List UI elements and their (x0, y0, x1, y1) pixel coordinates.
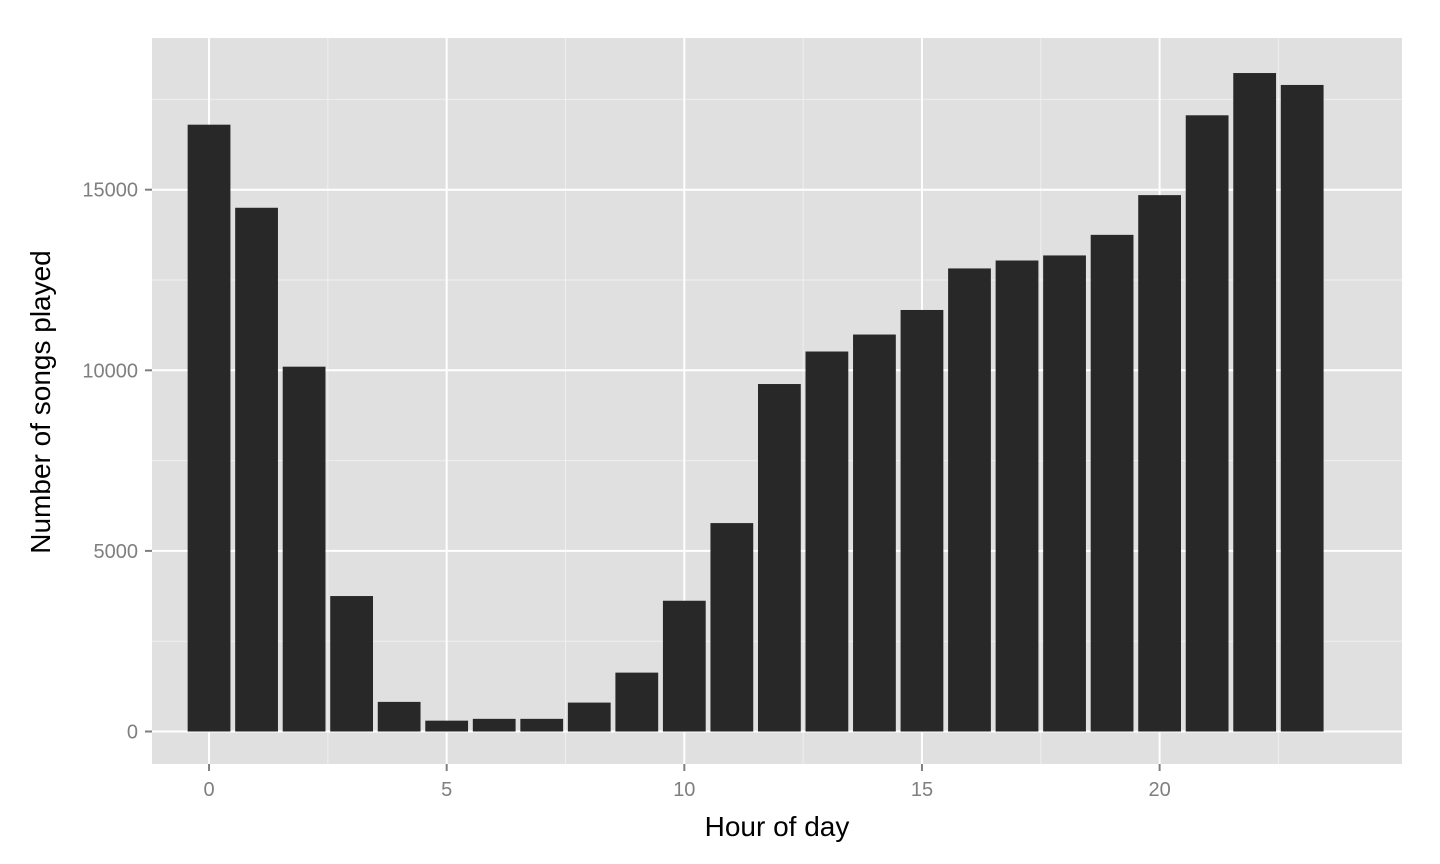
bar-hour-23 (1280, 84, 1324, 732)
bar-hour-16 (948, 268, 991, 732)
bar-hour-22 (1233, 73, 1277, 732)
bar-hour-5 (425, 720, 469, 732)
x-tick-label: 15 (911, 779, 933, 801)
y-tick-label: 5000 (94, 541, 139, 563)
bar-hour-13 (805, 351, 849, 732)
bar-hour-7 (520, 718, 564, 732)
bars (187, 73, 1324, 732)
bar-hour-21 (1185, 115, 1229, 732)
x-tick-label: 0 (203, 779, 214, 801)
bar-hour-14 (853, 334, 896, 732)
bar-hour-9 (615, 672, 659, 732)
bar-hour-12 (757, 384, 801, 732)
y-tick-label: 15000 (82, 180, 138, 202)
bar-hour-19 (1090, 234, 1134, 732)
y-tick-label: 0 (127, 721, 138, 743)
bar-hour-0 (187, 124, 231, 732)
bar-hour-3 (330, 596, 374, 732)
bar-hour-4 (377, 701, 421, 732)
bar-hour-18 (1043, 255, 1086, 732)
y-tick-label: 10000 (82, 360, 138, 382)
x-tick-label: 20 (1148, 779, 1170, 801)
y-axis: 0 5000 10000 15000 (82, 180, 152, 743)
bar-hour-1 (235, 207, 278, 732)
x-tick-label: 5 (441, 779, 452, 801)
bar-hour-15 (900, 309, 944, 732)
x-axis: 0 5 10 15 20 (203, 764, 1171, 801)
bar-hour-6 (472, 718, 516, 732)
x-tick-label: 10 (673, 779, 695, 801)
bar-hour-8 (567, 702, 611, 732)
bar-hour-17 (995, 260, 1039, 732)
bar-hour-11 (710, 523, 754, 732)
x-axis-title: Hour of day (705, 811, 850, 842)
bar-hour-2 (282, 366, 326, 732)
y-axis-title: Number of songs played (25, 250, 56, 554)
bar-hour-10 (662, 600, 706, 732)
bar-hour-20 (1138, 195, 1181, 732)
